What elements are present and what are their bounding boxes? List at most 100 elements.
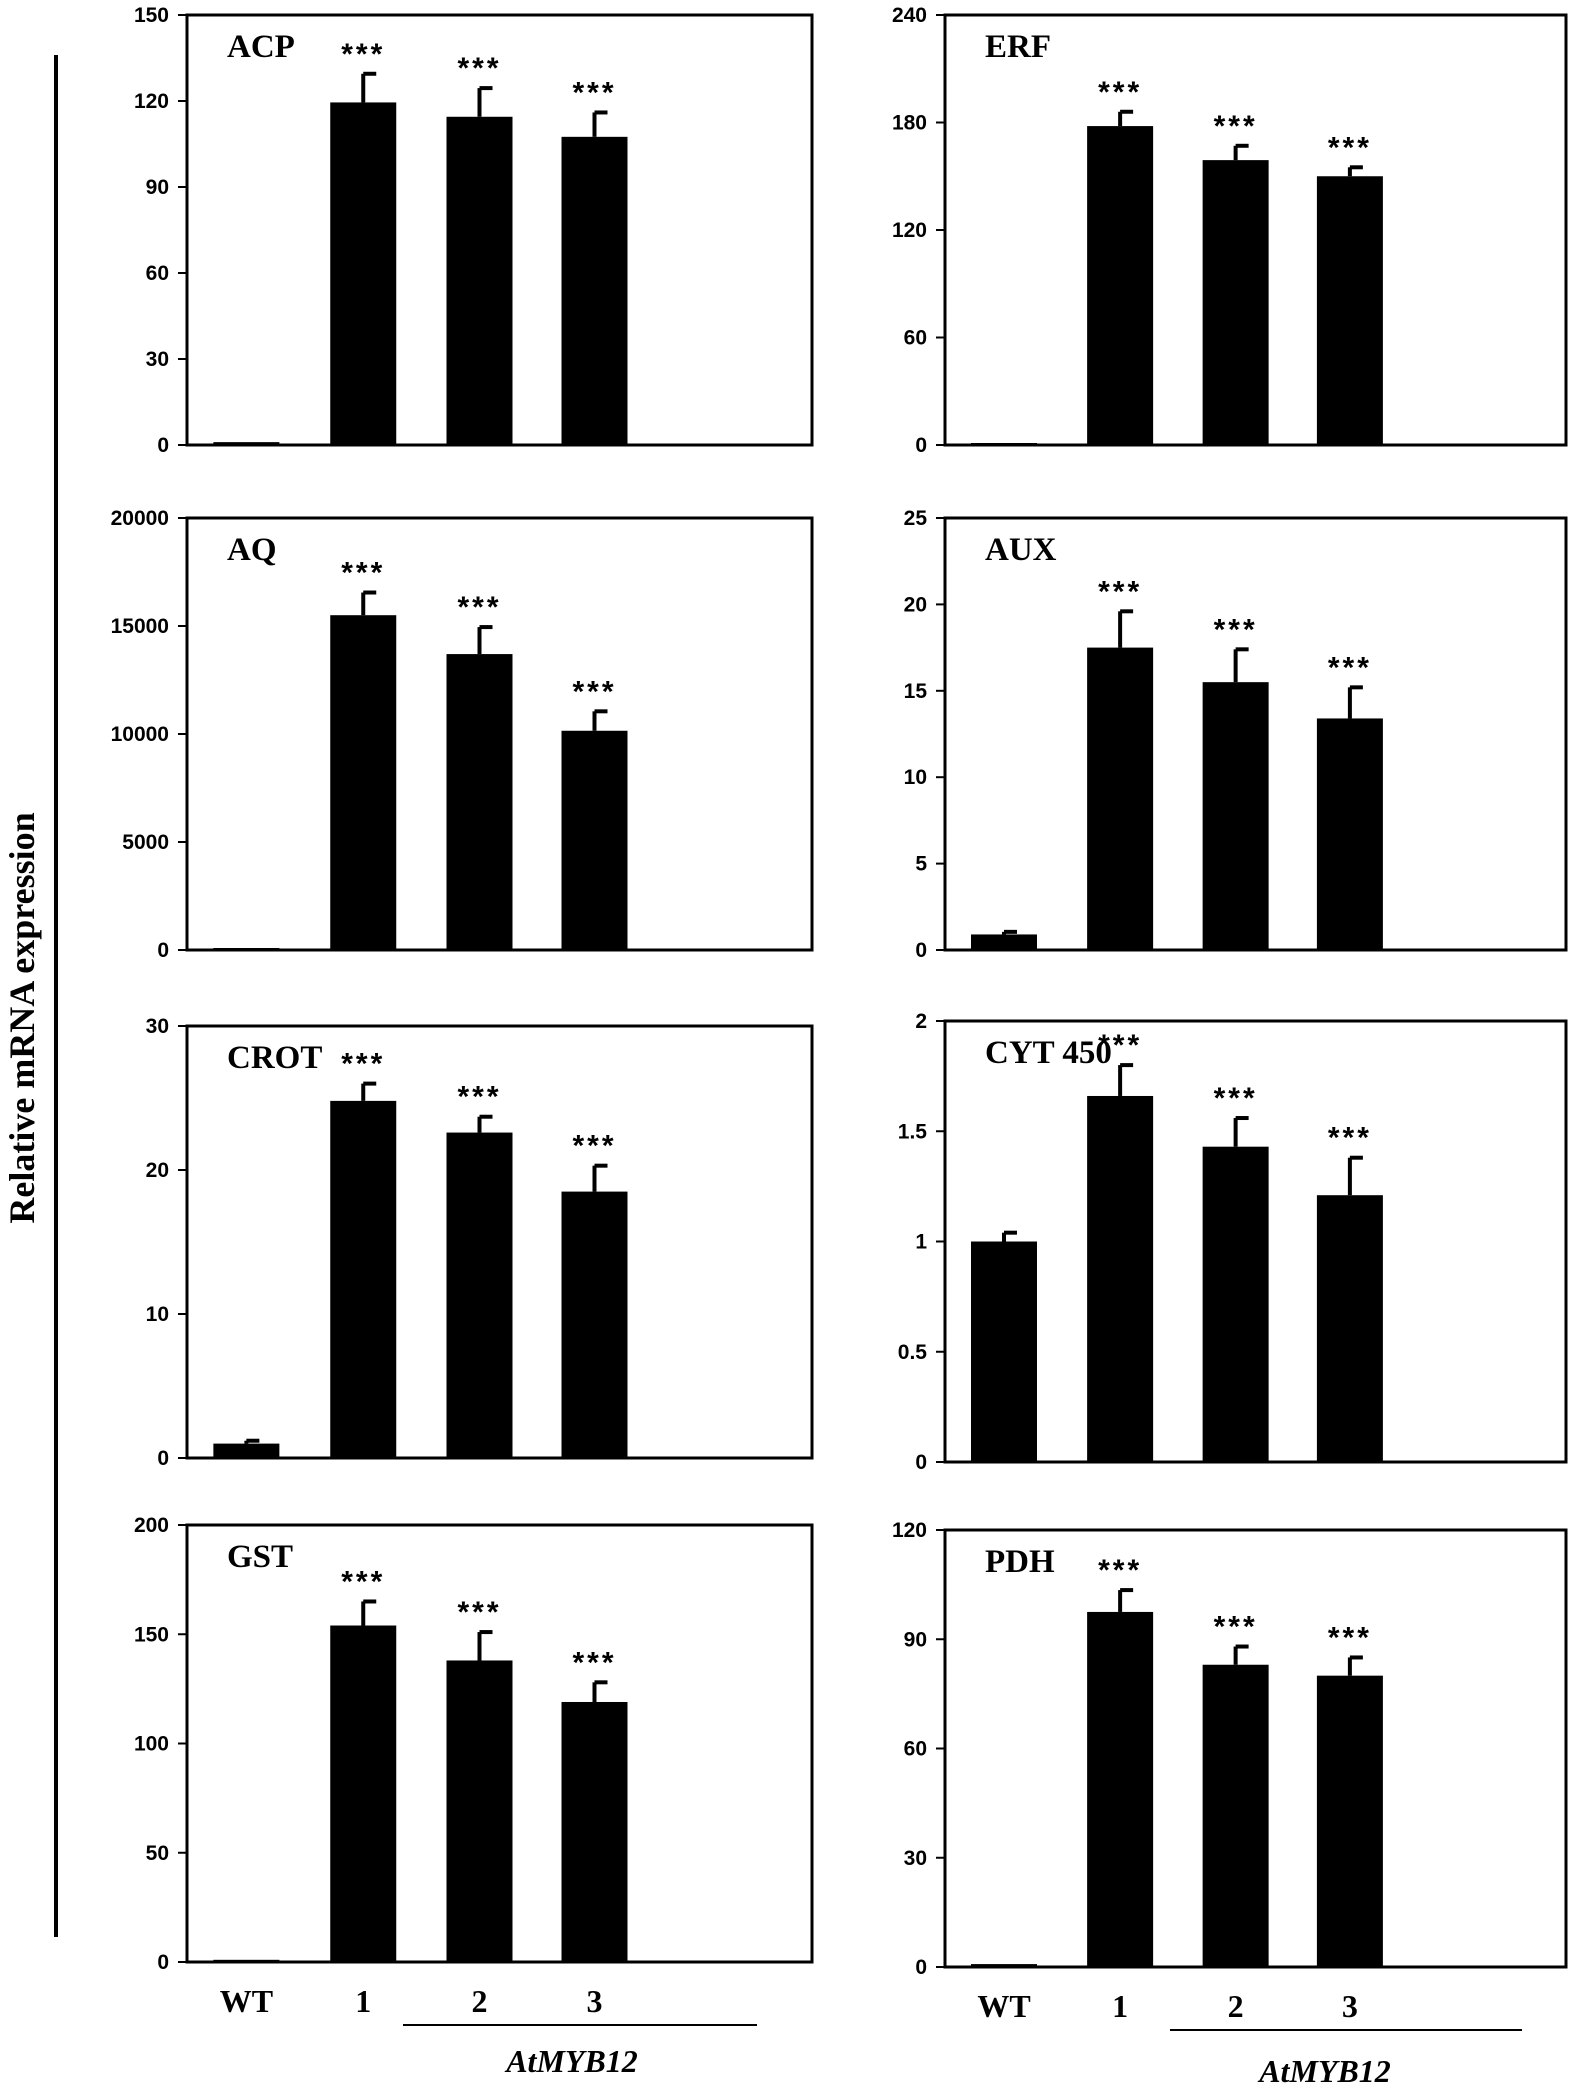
bar-2 bbox=[1202, 160, 1269, 445]
bar-3 bbox=[561, 1191, 628, 1458]
y-tick-label: 5 bbox=[915, 853, 927, 876]
y-tick-label: 120 bbox=[892, 219, 927, 242]
y-tick-label: 180 bbox=[892, 112, 927, 135]
significance-marker: *** bbox=[572, 1130, 616, 1163]
panel-gst: 0 50 100 150 200 GST WT *** 1 *** 2 *** 3 bbox=[134, 1514, 814, 2019]
bar-3 bbox=[561, 136, 628, 446]
y-tick-label: 10 bbox=[146, 1303, 169, 1326]
y-tick-label: 0 bbox=[157, 434, 169, 457]
y-tick-label: 0 bbox=[157, 939, 169, 962]
y-tick-label: 150 bbox=[134, 4, 169, 27]
significance-marker: *** bbox=[1214, 1082, 1258, 1115]
significance-marker: *** bbox=[457, 52, 501, 85]
panel-aux: 0 5 10 15 20 25 AUX *** *** *** bbox=[904, 507, 1568, 962]
panel-pdh: 0 30 60 90 120 PDH WT *** 1 *** 2 *** 3 bbox=[892, 1519, 1568, 2024]
y-tick-label: 120 bbox=[892, 1519, 927, 1542]
panel-title: CROT bbox=[227, 1040, 322, 1076]
y-tick-label: 0 bbox=[915, 1956, 927, 1979]
x-category-label: 1 bbox=[1112, 1988, 1128, 2024]
significance-marker: *** bbox=[572, 675, 616, 708]
significance-marker: *** bbox=[1328, 1621, 1372, 1654]
y-tick-label: 10000 bbox=[111, 723, 169, 746]
y-tick-label: 1 bbox=[915, 1231, 927, 1254]
bar-3 bbox=[1316, 718, 1383, 950]
bar-2 bbox=[446, 1132, 513, 1458]
bar-wt bbox=[213, 948, 280, 950]
significance-marker: *** bbox=[457, 1596, 501, 1629]
significance-marker: *** bbox=[341, 557, 385, 590]
y-tick-label: 1.5 bbox=[898, 1120, 928, 1143]
significance-marker: *** bbox=[341, 1048, 385, 1081]
y-tick-label: 90 bbox=[904, 1628, 927, 1651]
bar-wt bbox=[213, 442, 280, 445]
bar-wt bbox=[970, 1964, 1037, 1967]
bar-2 bbox=[446, 116, 513, 446]
significance-marker: *** bbox=[1098, 575, 1142, 608]
group-label-left: AtMYB12 bbox=[504, 2043, 638, 2079]
bar-1 bbox=[1087, 1611, 1154, 1967]
significance-marker: *** bbox=[1098, 1554, 1142, 1587]
significance-marker: *** bbox=[572, 76, 616, 109]
y-tick-label: 60 bbox=[904, 327, 927, 350]
significance-marker: *** bbox=[1098, 1029, 1142, 1062]
significance-marker: *** bbox=[1214, 1611, 1258, 1644]
y-tick-label: 30 bbox=[904, 1847, 927, 1870]
y-tick-label: 90 bbox=[146, 176, 169, 199]
y-tick-label: 0.5 bbox=[898, 1341, 928, 1364]
bar-3 bbox=[1316, 176, 1383, 445]
y-tick-label: 100 bbox=[134, 1733, 169, 1756]
significance-marker: *** bbox=[341, 1565, 385, 1598]
bar-1 bbox=[330, 1625, 397, 1962]
significance-marker: *** bbox=[457, 1081, 501, 1114]
x-category-label: 1 bbox=[355, 1983, 371, 2019]
y-tick-label: 10 bbox=[904, 766, 927, 789]
y-tick-label: 60 bbox=[904, 1738, 927, 1761]
y-tick-label: 20 bbox=[146, 1159, 169, 1182]
y-tick-label: 150 bbox=[134, 1623, 169, 1646]
y-tick-label: 240 bbox=[892, 4, 927, 27]
bar-wt bbox=[970, 1241, 1037, 1462]
significance-marker: *** bbox=[1328, 131, 1372, 164]
bar-1 bbox=[330, 1100, 397, 1458]
significance-marker: *** bbox=[1098, 76, 1142, 109]
y-tick-label: 0 bbox=[157, 1951, 169, 1974]
y-tick-label: 0 bbox=[915, 939, 927, 962]
panel-title: PDH bbox=[985, 1544, 1055, 1580]
panel-title: ACP bbox=[227, 29, 295, 65]
y-tick-label: 200 bbox=[134, 1514, 169, 1537]
x-category-label: 3 bbox=[1342, 1988, 1358, 2024]
panel-aq: 0 5000 10000 15000 20000 AQ *** *** *** bbox=[111, 507, 814, 962]
x-category-label: 2 bbox=[1228, 1988, 1244, 2024]
x-category-label: WT bbox=[220, 1983, 273, 2019]
y-tick-label: 60 bbox=[146, 262, 169, 285]
y-tick-label: 20000 bbox=[111, 507, 169, 530]
significance-marker: *** bbox=[457, 591, 501, 624]
panel-crot: 0 10 20 30 CROT *** *** *** bbox=[146, 1015, 814, 1470]
bar-1 bbox=[330, 615, 397, 950]
bar-wt bbox=[970, 443, 1037, 445]
significance-marker: *** bbox=[1328, 1122, 1372, 1155]
y-tick-label: 50 bbox=[146, 1842, 169, 1865]
y-tick-label: 5000 bbox=[122, 831, 169, 854]
bar-3 bbox=[561, 730, 628, 950]
panel-acp: 0 30 60 90 120 150 ACP *** *** *** bbox=[134, 4, 814, 457]
y-tick-label: 15000 bbox=[111, 615, 169, 638]
bar-wt bbox=[213, 1443, 280, 1458]
bar-3 bbox=[1316, 1195, 1383, 1462]
bar-2 bbox=[1202, 1664, 1269, 1967]
bar-wt bbox=[970, 934, 1037, 950]
panel-title: AQ bbox=[227, 532, 277, 568]
bar-1 bbox=[330, 102, 397, 445]
y-tick-label: 0 bbox=[157, 1447, 169, 1470]
y-tick-label: 0 bbox=[915, 1451, 927, 1474]
significance-marker: *** bbox=[1328, 651, 1372, 684]
bar-1 bbox=[1087, 1095, 1154, 1462]
y-tick-label: 2 bbox=[915, 1010, 927, 1033]
y-tick-label: 0 bbox=[915, 434, 927, 457]
x-category-label: WT bbox=[977, 1988, 1030, 2024]
bar-3 bbox=[561, 1701, 628, 1962]
panel-title: CYT 450 bbox=[985, 1035, 1112, 1071]
